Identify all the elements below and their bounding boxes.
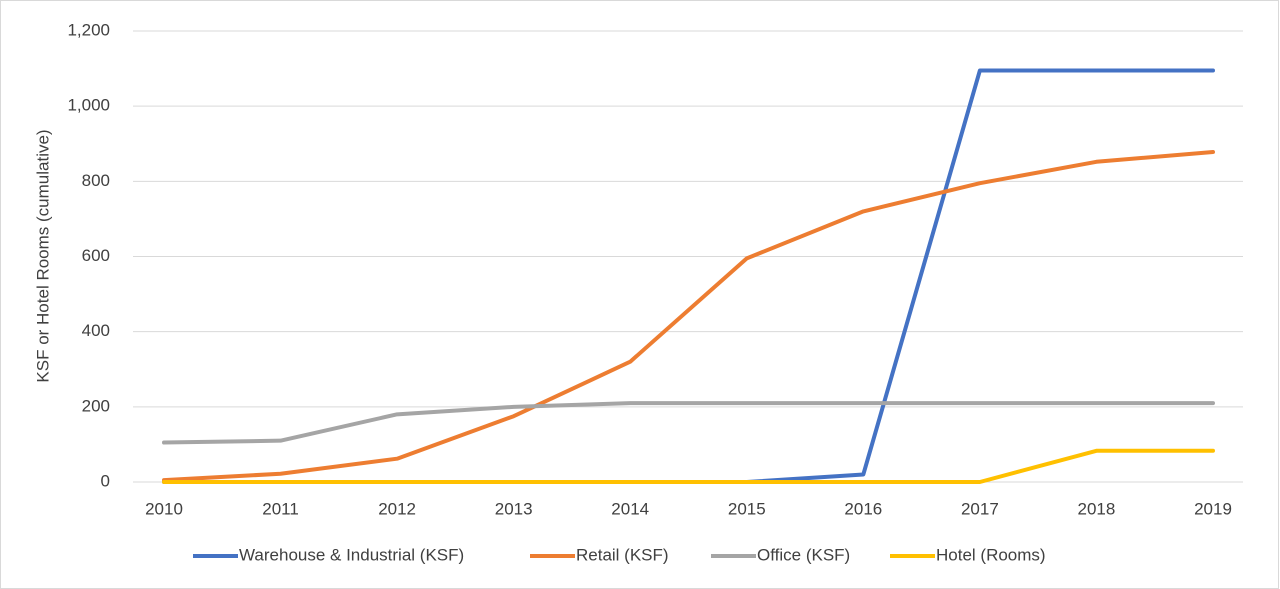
y-tick-label: 0 — [101, 471, 110, 490]
series-line — [162, 448, 1215, 484]
x-tick-label: 2013 — [495, 499, 533, 518]
y-tick-label: 600 — [82, 246, 110, 265]
y-tick-label: 200 — [82, 396, 110, 415]
y-tick-label: 1,000 — [67, 96, 110, 115]
legend-label: Office (KSF) — [757, 545, 850, 564]
x-tick-label: 2010 — [145, 499, 183, 518]
x-tick-label: 2011 — [262, 499, 299, 518]
series-line — [162, 150, 1215, 483]
series-line — [162, 401, 1215, 445]
x-tick-label: 2017 — [961, 499, 999, 518]
legend-label: Retail (KSF) — [576, 545, 669, 564]
legend-label: Hotel (Rooms) — [936, 545, 1046, 564]
y-tick-label: 800 — [82, 171, 110, 190]
y-axis-title: KSF or Hotel Rooms (cumulative) — [33, 129, 52, 382]
x-tick-label: 2018 — [1078, 499, 1116, 518]
x-tick-label: 2016 — [844, 499, 882, 518]
legend-label: Warehouse & Industrial (KSF) — [239, 545, 464, 564]
x-tick-label: 2014 — [611, 499, 649, 518]
y-tick-label: 1,200 — [67, 20, 110, 39]
x-tick-label: 2015 — [728, 499, 766, 518]
x-tick-label: 2019 — [1194, 499, 1232, 518]
x-tick-label: 2012 — [378, 499, 416, 518]
y-tick-label: 400 — [82, 321, 110, 340]
